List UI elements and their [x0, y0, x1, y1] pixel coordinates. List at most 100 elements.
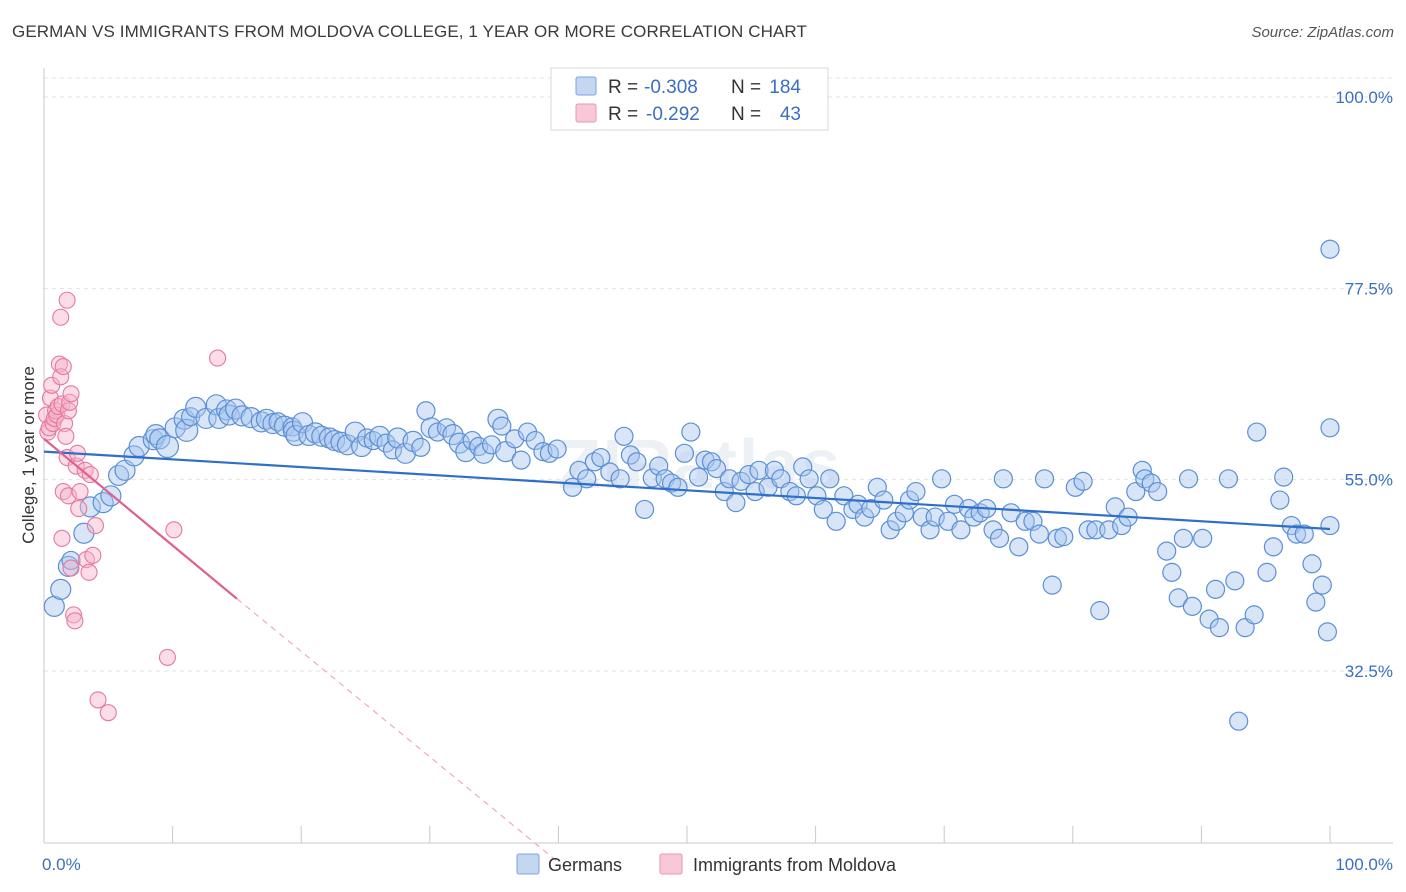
legend-box — [550, 67, 829, 131]
point-germans — [688, 467, 709, 487]
point-germans — [610, 469, 630, 489]
point-germans — [944, 494, 965, 514]
gridlines — [44, 77, 1393, 672]
point-germans — [1193, 528, 1213, 548]
point-germans — [932, 469, 952, 489]
point-germans — [1047, 528, 1067, 548]
point-germans — [1244, 605, 1264, 625]
point-germans — [533, 442, 553, 462]
point-germans — [1320, 515, 1340, 536]
legend-r-label-germans: R = — [608, 77, 638, 98]
point-germans — [874, 490, 894, 510]
trend-lines — [43, 438, 1331, 863]
point-germans — [268, 412, 288, 432]
point-germans — [634, 499, 655, 520]
source-note: Source: ZipAtlas.com — [1251, 24, 1394, 41]
point-germans — [600, 462, 620, 482]
legend-n-value-moldova: 43 — [780, 104, 801, 125]
point-germans — [1294, 524, 1314, 544]
point-germans — [591, 447, 611, 468]
point-germans — [240, 406, 262, 429]
point-germans — [231, 405, 253, 427]
series-legend: Germans Immigrants from Moldova — [516, 853, 897, 875]
y-tick-label: 100.0% — [1335, 88, 1393, 107]
point-germans — [547, 439, 567, 459]
correlation-legend: R = -0.308 N = 184 R = -0.292 N = 43 — [550, 67, 829, 131]
point-moldova — [84, 546, 102, 564]
point-moldova — [71, 483, 89, 501]
point-moldova — [99, 704, 117, 722]
point-germans — [416, 401, 436, 421]
point-germans — [1015, 511, 1035, 531]
point-germans — [427, 422, 448, 442]
point-germans — [455, 441, 477, 463]
point-germans — [155, 434, 180, 459]
point-germans — [1078, 520, 1098, 540]
point-germans — [436, 418, 457, 438]
point-germans — [739, 464, 759, 485]
point-germans — [525, 430, 545, 451]
y-tick-label: 32.5% — [1345, 662, 1393, 681]
point-germans — [1009, 537, 1029, 557]
point-moldova — [80, 563, 98, 581]
point-germans — [175, 418, 199, 442]
point-moldova — [86, 517, 104, 535]
point-germans — [1065, 477, 1085, 497]
point-germans — [1320, 239, 1340, 259]
y-tick-labels: 32.5% 55.0% 77.5% 100.0% — [1335, 88, 1393, 681]
point-germans — [1099, 520, 1119, 540]
point-moldova — [81, 466, 99, 484]
point-moldova — [61, 393, 79, 411]
point-germans — [745, 481, 765, 502]
point-germans — [448, 432, 470, 454]
point-germans — [1073, 471, 1093, 491]
point-moldova — [209, 349, 227, 367]
point-germans — [1302, 554, 1322, 574]
point-germans — [920, 520, 940, 540]
point-moldova — [66, 612, 84, 630]
trend-line-germans — [43, 450, 1331, 531]
point-germans — [1225, 571, 1245, 591]
point-germans — [1178, 469, 1199, 489]
point-germans — [1209, 618, 1230, 638]
point-moldova — [52, 368, 70, 386]
point-germans — [813, 499, 833, 520]
point-germans — [79, 496, 101, 518]
point-germans — [1182, 596, 1202, 616]
point-germans — [50, 578, 72, 600]
point-moldova — [65, 606, 83, 624]
point-germans — [719, 469, 740, 489]
point-germans — [1286, 524, 1307, 544]
point-moldova — [56, 414, 74, 433]
point-germans — [951, 520, 971, 540]
point-germans — [1168, 588, 1188, 608]
point-germans — [411, 437, 431, 457]
point-germans — [164, 417, 186, 439]
point-germans — [993, 469, 1013, 489]
point-germans — [731, 471, 751, 491]
legend-n-label-germans: N = — [731, 77, 761, 98]
point-germans — [906, 481, 926, 502]
point-germans — [793, 457, 813, 477]
point-germans — [1257, 562, 1277, 582]
legend-swatch-moldova-bottom — [659, 853, 683, 875]
legend-r-value-germans: -0.308 — [644, 77, 698, 98]
point-moldova — [62, 385, 80, 403]
point-germans — [442, 423, 464, 446]
point-germans — [1173, 528, 1193, 548]
point-germans — [1306, 592, 1326, 612]
point-germans — [1229, 711, 1249, 731]
point-germans — [614, 426, 634, 446]
legend-swatch-germans-bottom — [516, 853, 540, 875]
point-moldova — [165, 521, 183, 539]
point-moldova — [52, 308, 70, 326]
point-moldova — [53, 529, 71, 547]
point-germans — [668, 477, 688, 497]
x-tick-label-max: 100.0% — [1335, 855, 1393, 874]
point-germans — [511, 450, 531, 470]
legend-label-moldova: Immigrants from Moldova — [693, 855, 897, 875]
y-tick-label: 77.5% — [1345, 279, 1393, 298]
series-germans-points — [43, 239, 1340, 731]
point-germans — [706, 459, 727, 479]
